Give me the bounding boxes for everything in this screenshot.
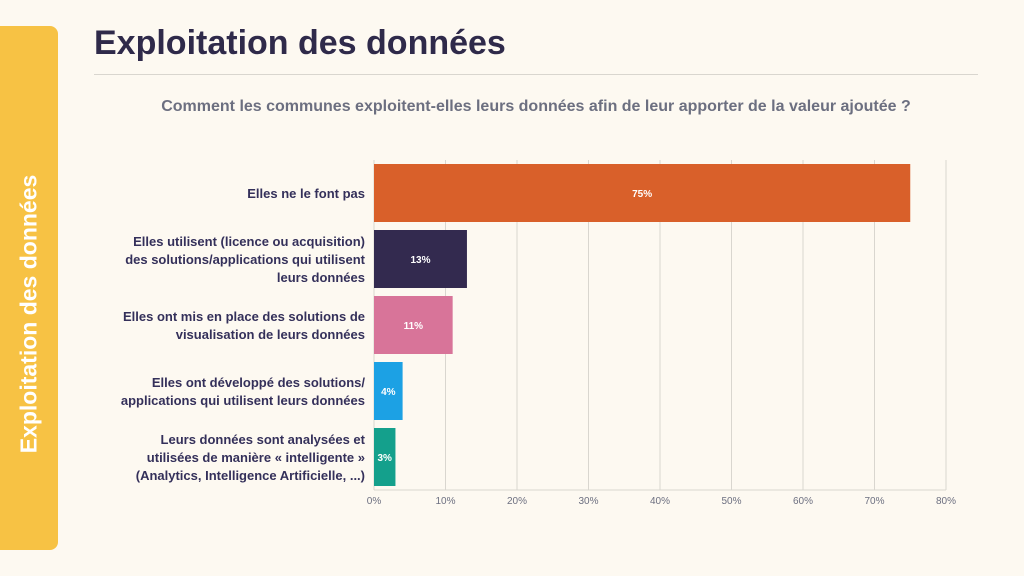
x-tick-label: 30% (578, 496, 598, 507)
category-label-line: Leurs données sont analysées et (161, 432, 366, 447)
bar-value-label: 4% (381, 387, 396, 398)
page-title: Exploitation des données (94, 24, 506, 62)
category-label-line: applications qui utilisent leurs données (121, 393, 365, 408)
category-label: Elles utilisent (licence ou acquisition)… (125, 234, 365, 285)
bar (374, 362, 403, 420)
category-label-line: Elles ont développé des solutions/ (152, 375, 365, 390)
bar (374, 428, 396, 486)
bar-value-label: 3% (377, 453, 392, 464)
x-tick-label: 10% (435, 496, 455, 507)
category-label: Leurs données sont analysées et utilisées… (136, 432, 366, 483)
category-label-line: Elles utilisent (licence ou acquisition) (133, 234, 365, 249)
x-tick-label: 20% (507, 496, 527, 507)
bar-value-label: 13% (410, 255, 430, 266)
x-tick-label: 60% (793, 496, 813, 507)
category-label-line: visualisation de leurs données (176, 327, 365, 342)
category-label-line: (Analytics, Intelligence Artificielle, .… (136, 468, 365, 483)
sidebar-tab: Exploitation des données (0, 26, 58, 550)
x-tick-label: 50% (721, 496, 741, 507)
bar (374, 164, 911, 222)
bar (374, 230, 467, 288)
x-tick-label: 40% (650, 496, 670, 507)
category-label-line: leurs données (277, 270, 365, 285)
category-label-line: des solutions/applications qui utilisent (125, 252, 365, 267)
bar (374, 296, 453, 354)
bar-value-label: 75% (632, 189, 652, 200)
category-label-line: Elles ont mis en place des solutions de (123, 309, 365, 324)
bar-value-label: 11% (404, 321, 424, 332)
category-label-line: utilisées de manière « intelligente » (147, 450, 365, 465)
x-tick-label: 0% (367, 496, 382, 507)
category-label: Elles ont développé des solutions/applic… (121, 375, 366, 408)
chart-question: Comment les communes exploitent-elles le… (161, 98, 911, 115)
x-tick-label: 80% (936, 496, 956, 507)
x-tick-label: 70% (864, 496, 884, 507)
title-divider (94, 74, 978, 75)
category-label: Elles ont mis en place des solutions de v… (123, 309, 365, 342)
category-label-line: Elles ne le font pas (247, 186, 365, 201)
category-label: Elles ne le font pas (247, 186, 365, 201)
